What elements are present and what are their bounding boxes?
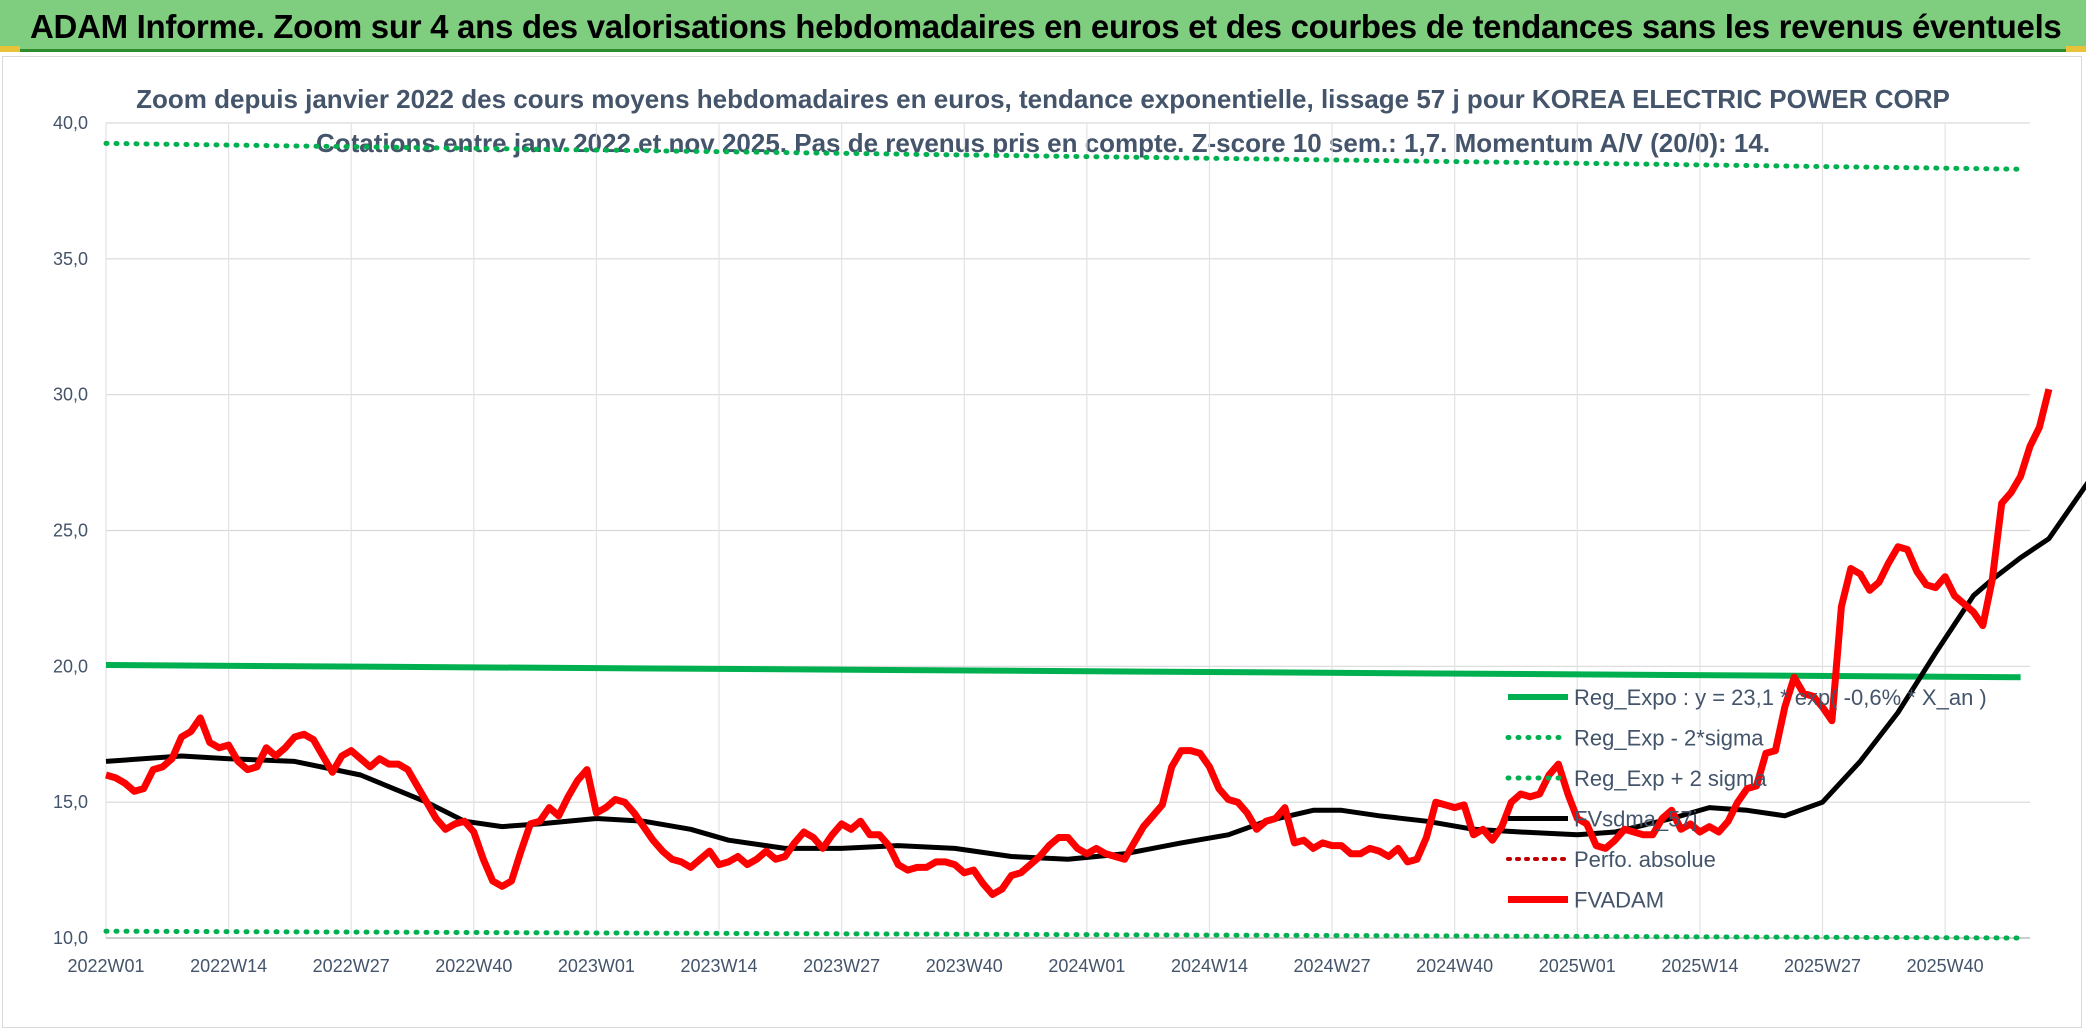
x-tick-label: 2022W14	[190, 956, 267, 976]
legend-label: FVsdma_57j	[1574, 807, 1698, 832]
x-tick-label: 2025W27	[1784, 956, 1861, 976]
chart-frame	[2, 56, 2082, 1028]
x-tick-label: 2025W01	[1539, 956, 1616, 976]
x-tick-label: 2024W40	[1416, 956, 1493, 976]
x-tick-label: 2023W27	[803, 956, 880, 976]
y-tick-label: 20,0	[53, 656, 88, 676]
y-tick-label: 25,0	[53, 521, 88, 541]
x-tick-label: 2022W40	[435, 956, 512, 976]
y-tick-label: 35,0	[53, 249, 88, 269]
banner-corner-right	[2066, 46, 2086, 52]
x-tick-label: 2023W14	[681, 956, 758, 976]
y-tick-label: 40,0	[53, 113, 88, 133]
y-tick-label: 30,0	[53, 385, 88, 405]
header-banner: ADAM Informe. Zoom sur 4 ans des valoris…	[0, 0, 2086, 52]
legend-label: Reg_Exp + 2 sigma	[1574, 766, 1767, 791]
legend: Reg_Expo : y = 23,1 * exp( -0,6% * X_an …	[1505, 685, 1987, 913]
legend-label: Perfo. absolue	[1574, 847, 1716, 872]
x-tick-label: 2025W40	[1907, 956, 1984, 976]
legend-label: Reg_Exp - 2*sigma	[1574, 726, 1764, 751]
x-tick-label: 2024W14	[1171, 956, 1248, 976]
series-group	[103, 140, 2086, 941]
reg-exp-sigma-line	[103, 928, 2024, 941]
gridlines	[105, 122, 2030, 939]
x-tick-label: 2022W01	[67, 956, 144, 976]
legend-label: Reg_Expo : y = 23,1 * exp( -0,6% * X_an …	[1574, 685, 1987, 710]
x-tick-label: 2024W01	[1048, 956, 1125, 976]
x-tick-label: 2022W27	[313, 956, 390, 976]
y-tick-label: 15,0	[53, 792, 88, 812]
legend-label: FVADAM	[1574, 888, 1664, 913]
chart-subtitle: Cotations entre janv 2022 et nov 2025. P…	[316, 128, 1770, 158]
x-tick-label: 2023W40	[926, 956, 1003, 976]
x-tick-label: 2024W27	[1294, 956, 1371, 976]
x-axis: 2022W01 2022W14 2022W27 2022W40 2023W01 2023W…	[67, 956, 1983, 976]
chart-title: Zoom depuis janvier 2022 des cours moyen…	[136, 84, 1950, 114]
fvadam-line	[105, 388, 2053, 898]
reg-expo-line	[105, 662, 2021, 681]
fvsdma-57j-line	[105, 480, 2086, 862]
x-tick-label: 2023W01	[558, 956, 635, 976]
y-tick-label: 10,0	[53, 928, 88, 948]
page-title: ADAM Informe. Zoom sur 4 ans des valoris…	[30, 8, 2062, 45]
x-tick-label: 2025W14	[1661, 956, 1738, 976]
y-axis: 10,0 15,0 20,0 25,0 30,0 35,0 40,0	[53, 113, 88, 948]
banner-corner-left	[0, 46, 20, 52]
reg-exp-sigma-line	[103, 140, 2024, 172]
